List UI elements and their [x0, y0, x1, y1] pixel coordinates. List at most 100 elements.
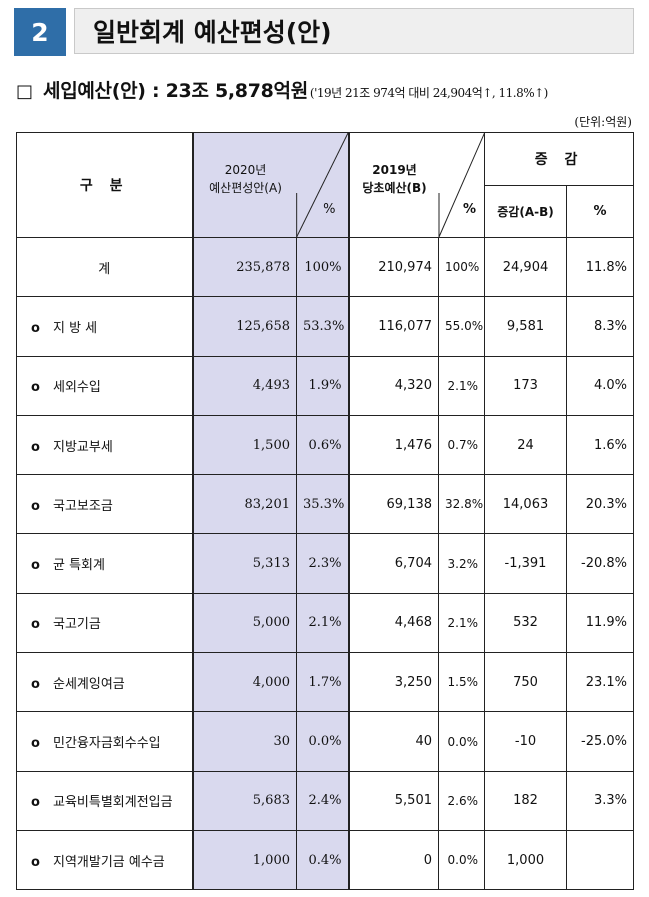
total-row: 계 235,878 100% 210,974 100% 24,904 11.8%	[16, 236, 635, 298]
budget-2020-value: 1,500	[191, 414, 297, 476]
budget-2019-value: 1,476	[348, 414, 439, 476]
circle-bullet-icon: o	[31, 498, 40, 514]
row-label: o 교육비특별회계전입금	[16, 770, 193, 831]
change-amount: 532	[484, 592, 567, 654]
summary-note: ('19년 21조 974억 대비 24,904억↑, 11.8%↑)	[309, 86, 548, 100]
budget-2020-value: 125,658	[191, 296, 297, 357]
change-amount: 173	[484, 355, 567, 416]
budget-2019-pct: 3.2%	[438, 533, 485, 594]
budget-2019-pct: 55.0%	[438, 296, 485, 357]
budget-2020-value: 235,878	[191, 236, 297, 298]
budget-2019-pct: 2.1%	[438, 355, 485, 416]
circle-bullet-icon: o	[31, 795, 40, 811]
header-2019-pct: %	[462, 202, 476, 217]
header-budget-2020: 2020년 예산편성안(A) %	[191, 132, 350, 238]
change-amount: 9,581	[484, 296, 567, 357]
row-label-text: 세외수입	[53, 380, 101, 396]
row-label: o 지방교부세	[16, 414, 193, 476]
row-label-text: 지 방 세	[53, 320, 98, 336]
table-row: o 교육비특별회계전입금 5,683 2.4% 5,501 2.6% 182 3.3%	[16, 770, 635, 831]
change-pct: 11.9%	[565, 592, 635, 654]
header-category: 구 분	[16, 132, 193, 238]
budget-2019-pct: 2.1%	[438, 592, 485, 654]
change-pct: 8.3%	[565, 296, 635, 357]
circle-bullet-icon: o	[31, 439, 40, 455]
section-number: 2	[14, 8, 66, 56]
header-2019-line2: 당초예산(B)	[362, 181, 427, 195]
header-change: 증 감	[483, 132, 635, 186]
budget-2020-pct: 2.4%	[296, 770, 350, 831]
change-pct: -20.8%	[565, 533, 635, 594]
budget-2020-pct: 0.4%	[296, 829, 350, 891]
circle-bullet-icon: o	[31, 854, 40, 870]
budget-2020-value: 83,201	[191, 474, 297, 535]
change-pct: 23.1%	[565, 652, 635, 713]
budget-2020-pct: 53.3%	[296, 296, 350, 357]
table-row: o 순세계잉여금 4,000 1.7% 3,250 1.5% 750 23.1%	[16, 652, 635, 713]
circle-bullet-icon: o	[31, 617, 40, 633]
budget-2020-pct: 0.6%	[296, 414, 350, 476]
budget-2020-value: 1,000	[191, 829, 297, 891]
budget-2019-pct: 0.7%	[438, 414, 485, 476]
budget-2019-pct: 100%	[438, 236, 485, 298]
header-2019-line1: 2019년	[372, 163, 417, 177]
row-label-text: 민간융자금회수수입	[53, 736, 161, 752]
diagonal-line	[295, 133, 347, 237]
summary-main: 세입예산(안) : 23조 5,878억원	[43, 80, 308, 102]
budget-2020-pct: 2.3%	[296, 533, 350, 594]
budget-2020-value: 30	[191, 711, 297, 772]
section-header: 2 일반회계 예산편성(안)	[14, 8, 636, 56]
change-amount: 24	[484, 414, 567, 476]
row-label-text: 국고기금	[53, 617, 101, 633]
change-pct: -25.0%	[565, 711, 635, 772]
budget-2019-value: 4,468	[348, 592, 439, 654]
change-amount: 14,063	[484, 474, 567, 535]
budget-2020-value: 5,000	[191, 592, 297, 654]
header-change-pct: %	[565, 184, 635, 238]
row-label-text: 균 특회계	[53, 558, 105, 574]
header-2020-line1: 2020년	[224, 163, 267, 177]
change-amount: 24,904	[484, 236, 567, 298]
table-row: o 지역개발기금 예수금 1,000 0.4% 0 0.0% 1,000	[16, 829, 635, 891]
row-label: o 지역개발기금 예수금	[16, 829, 193, 891]
budget-2020-pct: 2.1%	[296, 592, 350, 654]
revenue-summary: □ 세입예산(안) : 23조 5,878억원 ('19년 21조 974억 대…	[16, 76, 646, 106]
budget-2020-pct: 35.3%	[296, 474, 350, 535]
budget-2020-pct: 0.0%	[296, 711, 350, 772]
budget-2019-value: 69,138	[348, 474, 439, 535]
table-row: o 균 특회계 5,313 2.3% 6,704 3.2% -1,391 -20.8%	[16, 533, 635, 594]
row-label: o 민간융자금회수수입	[16, 711, 193, 772]
budget-2020-pct: 100%	[296, 236, 350, 298]
change-amount: 1,000	[484, 829, 567, 891]
budget-2020-value: 4,493	[191, 355, 297, 416]
change-pct: 11.8%	[565, 236, 635, 298]
header-2020-pct: %	[323, 202, 336, 217]
row-label: o 국고보조금	[16, 474, 193, 535]
square-bullet-icon: □	[16, 81, 34, 102]
table-row: o 지방교부세 1,500 0.6% 1,476 0.7% 24 1.6%	[16, 414, 635, 476]
circle-bullet-icon: o	[31, 380, 40, 396]
change-pct: 4.0%	[565, 355, 635, 416]
budget-2019-value: 210,974	[348, 236, 439, 298]
diagonal-line	[438, 133, 484, 237]
table-row: o 국고보조금 83,201 35.3% 69,138 32.8% 14,063 20.3%	[16, 474, 635, 535]
budget-2019-pct: 0.0%	[438, 711, 485, 772]
table-row: o 세외수입 4,493 1.9% 4,320 2.1% 173 4.0%	[16, 355, 635, 416]
budget-2019-value: 40	[348, 711, 439, 772]
change-amount: 750	[484, 652, 567, 713]
budget-2019-value: 4,320	[348, 355, 439, 416]
change-pct: 1.6%	[565, 414, 635, 476]
budget-2019-value: 0	[348, 829, 439, 891]
table-row: o 민간융자금회수수입 30 0.0% 40 0.0% -10 -25.0%	[16, 711, 635, 772]
header-budget-2019: 2019년 당초예산(B) %	[348, 132, 485, 238]
row-label-text: 지방교부세	[53, 439, 113, 455]
budget-2019-pct: 1.5%	[438, 652, 485, 713]
header-2020-line2: 예산편성안(A)	[209, 181, 282, 195]
budget-2020-pct: 1.9%	[296, 355, 350, 416]
circle-bullet-icon: o	[31, 736, 40, 752]
table-row: o 국고기금 5,000 2.1% 4,468 2.1% 532 11.9%	[16, 592, 635, 654]
row-label-text: 계	[98, 261, 111, 277]
row-label: o 세외수입	[16, 355, 193, 416]
budget-2019-value: 116,077	[348, 296, 439, 357]
budget-2019-pct: 0.0%	[438, 829, 485, 891]
